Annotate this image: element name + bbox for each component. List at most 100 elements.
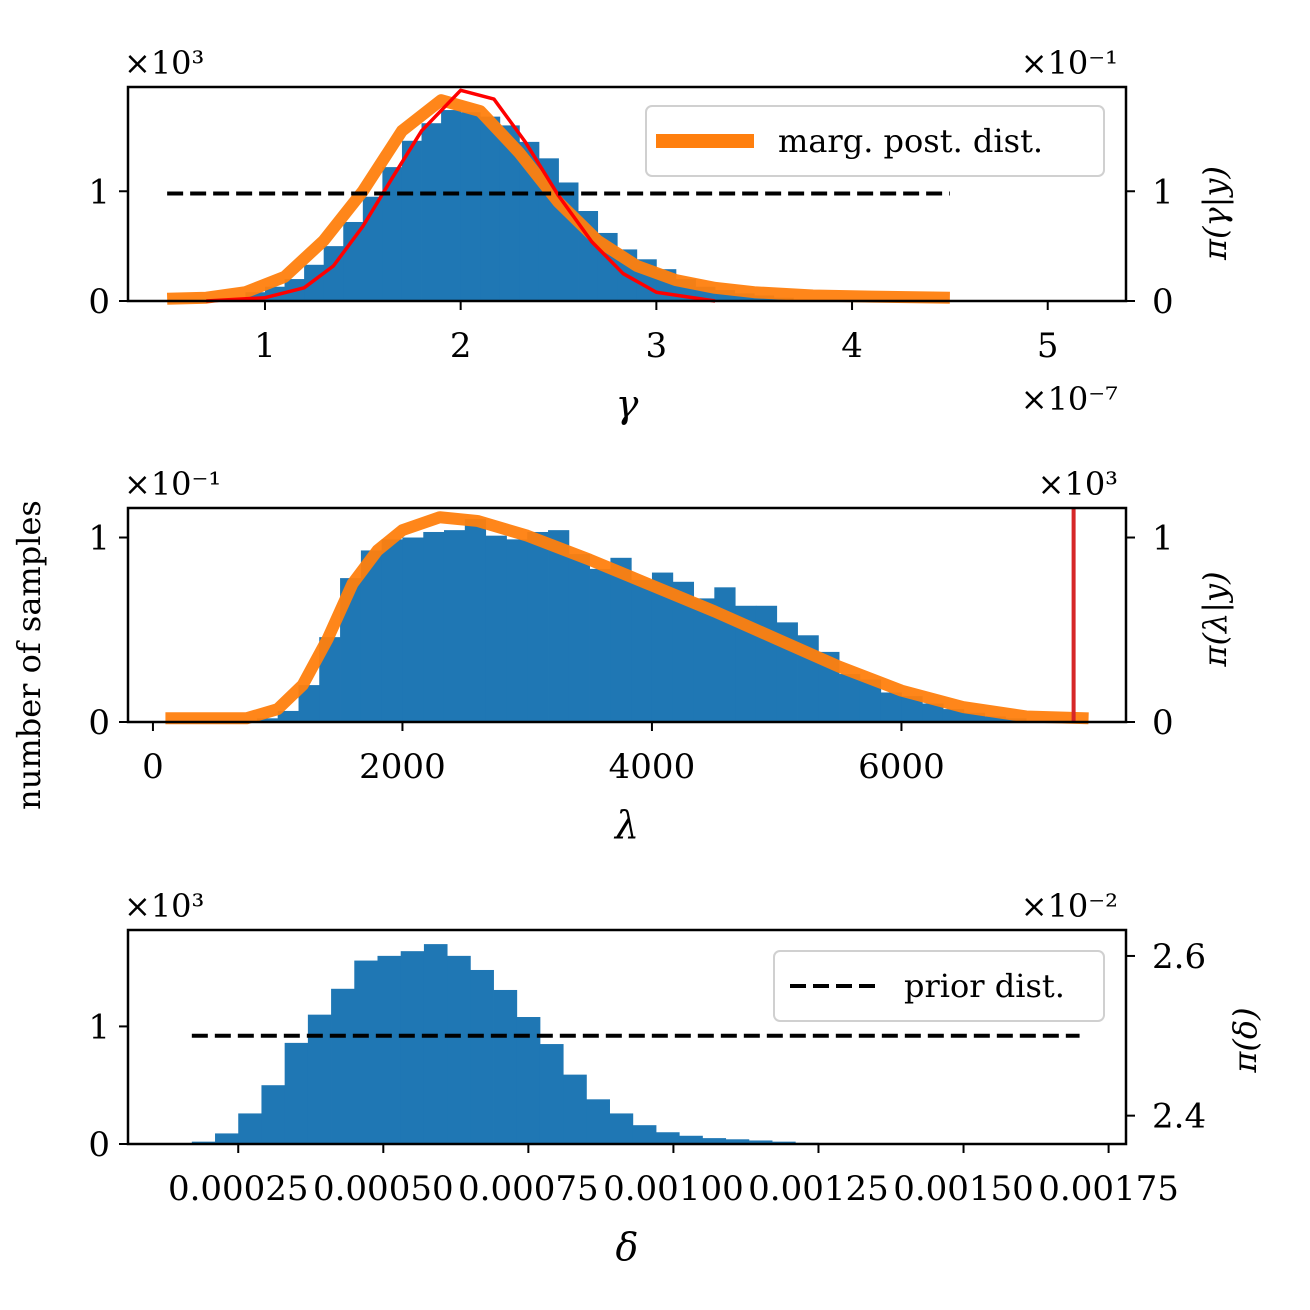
gamma-x-tick-label: 4 xyxy=(841,326,863,366)
gamma-left-multiplier: ×10³ xyxy=(124,44,204,82)
lambda-axes-frame xyxy=(126,506,1128,724)
gamma-histogram-bar xyxy=(460,112,481,301)
gamma-x-ticks: 1 2 3 4 5 xyxy=(254,301,1059,366)
gamma-axes-frame xyxy=(126,85,1128,303)
delta-legend-box xyxy=(773,950,1105,1022)
lambda-histogram-bar xyxy=(485,535,507,722)
gamma-x-tick-label: 5 xyxy=(1037,326,1059,366)
delta-histogram-bar xyxy=(261,1085,286,1144)
lambda-right-y-axis-label: π(λ|y) xyxy=(1196,571,1234,667)
gamma-histogram-bar xyxy=(499,125,520,302)
lambda-histogram-bar xyxy=(423,531,445,722)
delta-histogram-bar xyxy=(656,1132,680,1144)
lambda-histogram-bar xyxy=(360,550,383,722)
gamma-legend: marg. post. dist. xyxy=(645,105,1105,177)
delta-x-tick-label: 0.00100 xyxy=(603,1169,744,1209)
gamma-left-y-tick-label: 0 xyxy=(88,282,110,322)
delta-histogram-bar xyxy=(586,1099,610,1144)
delta-histogram-bar xyxy=(400,951,425,1144)
lambda-histogram-bar xyxy=(880,692,902,722)
gamma-right-y-tick-label: 0 xyxy=(1152,282,1174,322)
gamma-right-multiplier: ×10⁻¹ xyxy=(1021,44,1118,82)
delta-right-y-tick-label: 2.6 xyxy=(1152,937,1206,977)
delta-histogram-bar xyxy=(238,1113,262,1144)
gamma-x-tick-label: 3 xyxy=(646,326,668,366)
delta-legend-label: prior dist. xyxy=(904,967,1065,1005)
delta-left-y-ticks: 01 xyxy=(88,1007,128,1165)
gamma-legend-box xyxy=(645,105,1105,177)
lambda-histogram-bar xyxy=(984,716,1006,722)
lambda-histogram-bar xyxy=(527,531,549,722)
gamma-histogram-bar xyxy=(715,290,736,301)
gamma-x-tick-label: 1 xyxy=(254,326,276,366)
gamma-right-y-axis-label: π(γ|y) xyxy=(1196,166,1234,261)
delta-left-y-tick-label: 1 xyxy=(88,1007,110,1047)
lambda-right-y-tick-label: 0 xyxy=(1152,703,1174,743)
lambda-series-line-0 xyxy=(165,511,1089,725)
delta-histogram-bar xyxy=(679,1135,703,1144)
gamma-histogram-bar xyxy=(382,167,403,301)
lambda-histogram-bar xyxy=(548,530,570,722)
gamma-x-tick-label: 2 xyxy=(450,326,472,366)
delta-histogram-bar xyxy=(632,1125,657,1144)
delta-left-y-tick-label: 0 xyxy=(88,1125,110,1165)
delta-histogram-bar xyxy=(447,955,471,1144)
lambda-histogram-bar xyxy=(402,537,424,722)
delta-histogram-bar xyxy=(725,1139,750,1144)
lambda-histogram-bar xyxy=(839,674,861,722)
delta-panel: 0.00025 0.00050 0.00075 0.00100 0.00125 0.001… xyxy=(88,887,1264,1269)
gamma-right-y-ticks: 01 xyxy=(1126,172,1174,322)
delta-x-tick-label: 0.00075 xyxy=(458,1169,599,1209)
lambda-x-ticks: 0 2000 4000 6000 xyxy=(142,722,945,787)
delta-histogram-bar xyxy=(539,1044,564,1144)
gamma-left-y-tick-label: 1 xyxy=(88,172,110,212)
lambda-histogram xyxy=(256,519,1027,722)
delta-axes-frame xyxy=(126,928,1128,1146)
lambda-histogram-bar xyxy=(755,605,778,722)
gamma-histogram-bar xyxy=(480,116,501,301)
gamma-series-line-0 xyxy=(166,94,950,305)
lambda-x-tick-label: 2000 xyxy=(359,747,446,787)
gamma-histogram-bar xyxy=(441,110,462,302)
lambda-right-multiplier: ×10³ xyxy=(1038,465,1118,503)
lambda-histogram-bar xyxy=(610,557,632,722)
delta-histogram-bar xyxy=(215,1133,239,1144)
lambda-left-y-tick-label: 0 xyxy=(88,703,110,743)
delta-x-tick-label: 0.00175 xyxy=(1038,1169,1179,1209)
delta-right-y-axis-label: π(δ) xyxy=(1226,1007,1264,1073)
delta-x-tick-label: 0.00125 xyxy=(748,1169,889,1209)
gamma-histogram-bar xyxy=(343,221,364,301)
gamma-left-y-ticks: 01 xyxy=(88,172,128,322)
lambda-histogram-bar xyxy=(506,539,528,722)
delta-histogram-bar xyxy=(609,1113,634,1144)
gamma-histogram-bar xyxy=(421,123,442,301)
lambda-right-y-tick-label: 1 xyxy=(1152,519,1174,559)
delta-x-tick-label: 0.00150 xyxy=(893,1169,1034,1209)
delta-x-axis-label: δ xyxy=(616,1225,639,1269)
delta-histogram-bar xyxy=(516,1017,541,1144)
delta-x-tick-label: 0.00025 xyxy=(168,1169,309,1209)
lambda-x-tick-label: 0 xyxy=(142,747,164,787)
delta-right-y-ticks: 2.4 2.6 xyxy=(1126,937,1206,1137)
lambda-histogram-bar xyxy=(589,568,611,722)
lambda-left-multiplier: ×10⁻¹ xyxy=(124,465,221,503)
lambda-x-tick-label: 4000 xyxy=(609,747,696,787)
lambda-histogram-bar xyxy=(256,718,279,722)
lambda-histogram-bar xyxy=(443,530,466,722)
delta-left-multiplier: ×10³ xyxy=(124,887,204,925)
delta-histogram-bar xyxy=(493,989,518,1144)
lambda-histogram-bar xyxy=(568,554,590,722)
delta-right-y-tick-label: 2.4 xyxy=(1152,1097,1206,1137)
lambda-histogram-bar xyxy=(319,637,341,722)
delta-histogram-bar xyxy=(470,969,494,1144)
lambda-histogram-bar xyxy=(922,703,944,722)
lambda-histogram-bar xyxy=(464,519,487,722)
delta-histogram-bar xyxy=(354,960,378,1144)
gamma-histogram-bar xyxy=(362,196,383,301)
gamma-histogram-bar xyxy=(304,264,325,301)
gamma-x-axis-label: γ xyxy=(616,382,639,426)
lambda-histogram-bar xyxy=(859,679,882,722)
gamma-x-multiplier: ×10⁻⁷ xyxy=(1021,380,1118,418)
